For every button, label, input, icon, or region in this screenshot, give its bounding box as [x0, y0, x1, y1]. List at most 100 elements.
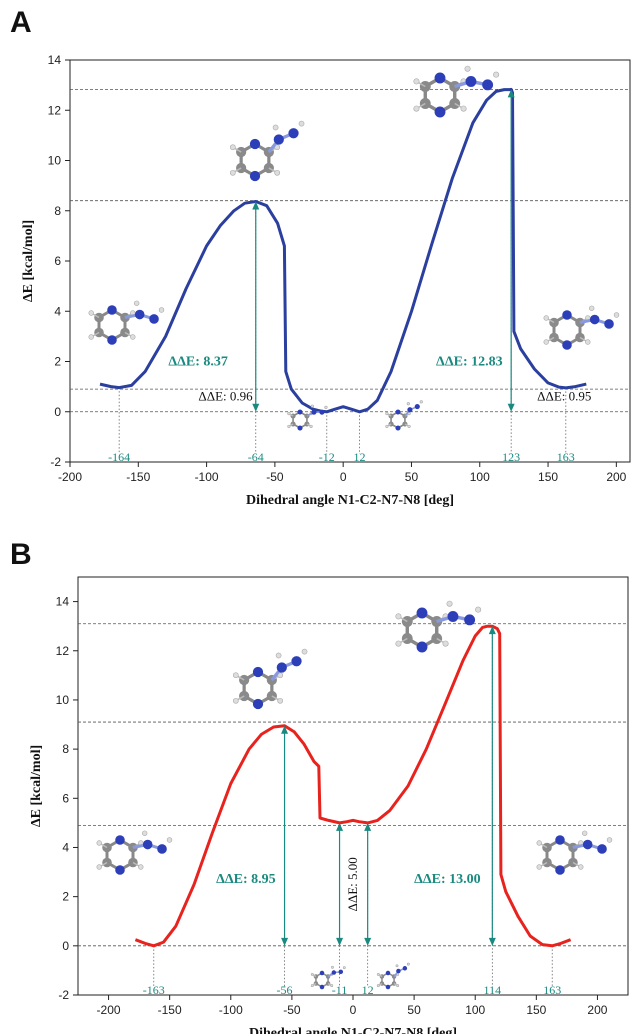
nitrogen-atom: [331, 970, 337, 975]
nitrogen-atom: [434, 106, 446, 118]
hydrogen-atom: [310, 404, 314, 408]
hydrogen-atom: [342, 966, 346, 970]
hydrogen-atom: [96, 864, 102, 870]
hydrogen-atom: [536, 864, 542, 870]
molecule-picture: [395, 600, 482, 653]
molecule-picture: [310, 965, 346, 990]
molecule-picture: [88, 300, 165, 345]
molecule-picture: [413, 65, 500, 118]
dihedral-marker-label: -12: [319, 450, 335, 464]
delta-delta-e-label: ΔΔE: 8.95: [216, 872, 276, 887]
hydrogen-atom: [309, 424, 313, 428]
nitrogen-atom: [416, 641, 428, 653]
x-tick-label: -100: [195, 470, 219, 484]
dihedral-marker-label: 123: [502, 450, 520, 464]
nitrogen-atom: [319, 409, 325, 415]
hydrogen-atom: [88, 334, 94, 340]
hydrogen-atom: [376, 984, 380, 988]
nitrogen-atom: [115, 865, 125, 875]
molecule-picture: [543, 305, 620, 350]
carbon-atom: [239, 674, 250, 686]
energy-curve: [99, 87, 587, 414]
nitrogen-atom: [338, 969, 344, 975]
y-tick-label: 14: [48, 53, 62, 67]
x-tick-label: -100: [219, 1003, 243, 1017]
delta-delta-e-label: ΔΔE: 13.00: [414, 872, 481, 887]
hydrogen-atom: [376, 972, 380, 976]
carbon-atom: [236, 146, 247, 158]
x-tick-label: -50: [283, 1003, 301, 1017]
hydrogen-atom: [413, 78, 420, 85]
carbon-atom: [120, 327, 130, 338]
nitrogen-atom: [416, 607, 428, 619]
hydrogen-atom: [442, 640, 449, 647]
y-tick-label: -2: [50, 455, 61, 469]
hydrogen-atom: [138, 864, 144, 870]
hydrogen-atom: [385, 412, 389, 416]
hydrogen-atom: [493, 71, 500, 78]
hydrogen-atom: [272, 124, 279, 131]
hydrogen-atom: [232, 672, 239, 679]
nitrogen-atom: [482, 79, 494, 91]
arrow-head-down: [336, 937, 344, 946]
x-tick-label: -150: [126, 470, 150, 484]
hydrogen-atom: [158, 307, 165, 313]
arrow-head-up: [488, 626, 496, 635]
hydrogen-atom: [536, 840, 542, 846]
nitrogen-atom: [107, 305, 117, 315]
x-tick-label: 100: [465, 1003, 485, 1017]
nitrogen-atom: [319, 970, 325, 976]
hydrogen-atom: [446, 600, 453, 607]
y-tick-label: 0: [54, 405, 61, 419]
y-tick-label: 10: [48, 154, 62, 168]
hydrogen-atom: [460, 105, 467, 112]
nitrogen-atom: [107, 335, 117, 345]
y-tick-label: 10: [56, 693, 70, 707]
delta-delta-e-label: ΔΔE: 0.96: [198, 388, 253, 403]
hydrogen-atom: [324, 405, 328, 409]
hydrogen-atom: [413, 105, 420, 112]
carbon-atom: [239, 690, 250, 702]
y-tick-label: 12: [48, 103, 62, 117]
hydrogen-atom: [310, 984, 314, 988]
y-tick-label: 4: [62, 840, 69, 854]
x-tick-label: 200: [606, 470, 626, 484]
nitrogen-atom: [385, 970, 391, 976]
y-tick-label: -2: [58, 988, 69, 1002]
hydrogen-atom: [287, 424, 291, 428]
arrow-head-up: [507, 89, 515, 98]
hydrogen-atom: [229, 144, 236, 151]
hydrogen-atom: [330, 984, 334, 988]
dihedral-marker-label: -56: [277, 983, 293, 997]
carbon-atom: [236, 162, 247, 174]
nitrogen-atom: [465, 76, 477, 87]
nitrogen-atom: [291, 656, 302, 667]
nitrogen-atom: [464, 614, 476, 626]
y-tick-label: 0: [62, 939, 69, 953]
nitrogen-atom: [134, 309, 145, 320]
hydrogen-atom: [588, 305, 595, 311]
hydrogen-atom: [395, 613, 402, 620]
y-axis-label: ΔE [kcal/mol]: [21, 220, 36, 302]
nitrogen-atom: [447, 611, 459, 622]
hydrogen-atom: [274, 169, 281, 176]
nitrogen-atom: [604, 319, 614, 329]
nitrogen-atom: [297, 425, 303, 431]
x-tick-label: -200: [58, 470, 82, 484]
x-tick-label: 150: [526, 1003, 546, 1017]
dihedral-marker-label: 163: [543, 983, 561, 997]
dihedral-marker-label: -11: [332, 983, 348, 997]
hydrogen-atom: [130, 334, 136, 340]
x-axis-label: Dihedral angle N1-C2-N7-N8 [deg]: [246, 493, 454, 508]
panel-letter-b: B: [10, 538, 32, 571]
hydrogen-atom: [464, 65, 471, 72]
hydrogen-atom: [301, 648, 308, 655]
x-tick-label: 50: [405, 470, 419, 484]
delta-delta-e-label: ΔΔE: 12.83: [436, 354, 503, 369]
nitrogen-atom: [562, 340, 572, 350]
hydrogen-atom: [613, 312, 620, 318]
arrow-head-down: [488, 937, 496, 946]
hydrogen-atom: [96, 840, 102, 846]
chart-panel-a: -200 -150 -100 -50 0 50 100 150 200 -2 0 2 4 6 8 10 12 14…: [21, 53, 631, 508]
